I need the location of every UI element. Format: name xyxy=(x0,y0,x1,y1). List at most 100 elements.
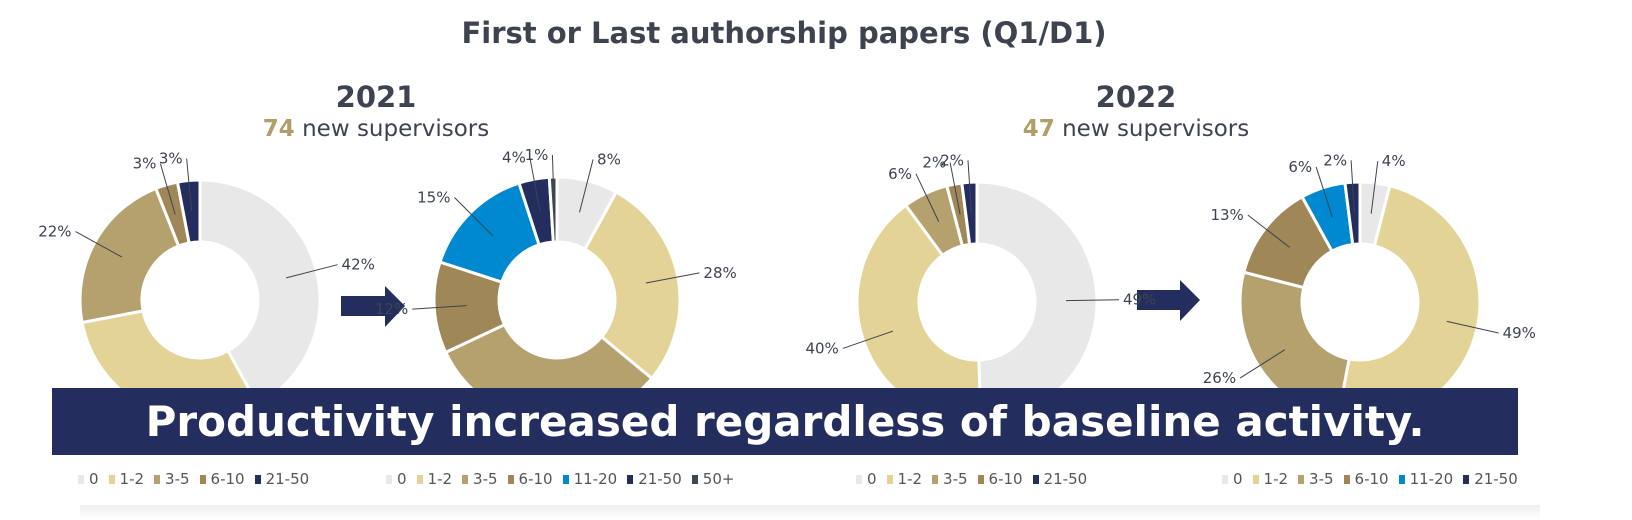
legend-item: 21-50 xyxy=(1032,470,1088,488)
legend-item: 21-50 xyxy=(627,470,682,488)
data-label: 4% xyxy=(1382,152,1406,170)
leader-line xyxy=(551,155,555,210)
donut-slice-3-5 xyxy=(78,186,181,325)
leader-line xyxy=(1239,349,1286,379)
data-label: 1% xyxy=(525,146,549,164)
legend-swatch xyxy=(1032,475,1039,484)
legend-item: 3-5 xyxy=(932,470,968,488)
donut-slice-21-50 xyxy=(960,180,979,247)
data-label: 12% xyxy=(375,300,408,318)
data-label: 15% xyxy=(417,188,450,206)
legend-item: 6-10 xyxy=(1343,470,1389,488)
supervisors-2022: 47 new supervisors xyxy=(936,116,1336,142)
data-label: 2% xyxy=(940,151,964,169)
data-label: 49% xyxy=(1503,324,1536,342)
legend-label: 3-5 xyxy=(473,470,498,488)
legend-label: 0 xyxy=(867,470,877,488)
legend-label: 6-10 xyxy=(1354,470,1389,488)
legend-item: 0 xyxy=(1222,470,1243,488)
legend-swatch xyxy=(78,475,84,484)
leader-line xyxy=(579,159,594,213)
leader-line xyxy=(529,157,541,212)
leader-line xyxy=(1247,214,1290,248)
legend-label: 11-20 xyxy=(573,470,618,488)
legend-label: 1-2 xyxy=(897,470,923,488)
data-label: 3% xyxy=(133,155,157,173)
legend: 0 1-2 3-5 6-10 21-50 xyxy=(856,470,1087,488)
legend-item: 21-50 xyxy=(254,470,310,488)
donut-slice-21-50 xyxy=(1343,180,1362,247)
legend-item: 0 xyxy=(78,470,99,488)
legend: 0 1-2 3-5 6-10 11-20 21-50 50+ xyxy=(386,470,734,488)
legend-label: 3-5 xyxy=(1309,470,1334,488)
legend-item: 11-20 xyxy=(562,470,618,488)
leader-line xyxy=(1350,160,1355,214)
legend-swatch xyxy=(254,475,261,484)
year-2021: 2021 xyxy=(335,80,417,114)
legend-swatch xyxy=(154,475,161,484)
data-label: 22% xyxy=(38,223,71,241)
legend-swatch xyxy=(1343,475,1350,484)
supervisor-label: new supervisors xyxy=(302,116,490,142)
data-label: 28% xyxy=(703,264,736,282)
leader-line xyxy=(949,162,961,215)
legend-swatch xyxy=(1463,475,1470,484)
leader-line xyxy=(967,160,972,214)
leader-line xyxy=(186,158,193,212)
data-label: 26% xyxy=(1203,369,1236,387)
legend-item: 1-2 xyxy=(108,470,144,488)
legend-item: 3-5 xyxy=(462,470,498,488)
arrow-right-icon xyxy=(1137,280,1200,321)
year-2022: 2022 xyxy=(1095,80,1177,114)
legend-swatch xyxy=(856,475,862,484)
supervisor-count: 74 xyxy=(262,116,295,142)
legend-label: 0 xyxy=(1233,470,1243,488)
shadow xyxy=(80,505,1540,520)
legend-label: 1-2 xyxy=(427,470,453,488)
legend-label: 21-50 xyxy=(638,470,682,488)
leader-line xyxy=(645,272,700,284)
legend: 0 1-2 3-5 6-10 11-20 21-50 xyxy=(1222,470,1518,488)
legend-swatch xyxy=(462,475,469,484)
legend-label: 21-50 xyxy=(1043,470,1088,488)
legend-swatch xyxy=(507,475,514,484)
legend-label: 1-2 xyxy=(1263,470,1289,488)
data-label: 3% xyxy=(159,150,183,168)
data-label: 2% xyxy=(922,154,946,172)
data-label: 40% xyxy=(805,339,838,357)
legend-swatch xyxy=(199,475,206,484)
legend: 0 1-2 3-5 6-10 21-50 xyxy=(78,470,309,488)
legend-swatch xyxy=(1222,475,1228,484)
data-label: 42% xyxy=(342,256,375,274)
legend-label: 6-10 xyxy=(210,470,245,488)
legend-item: 0 xyxy=(386,470,407,488)
legend-swatch xyxy=(886,475,893,484)
legend-item: 6-10 xyxy=(199,470,245,488)
legend-swatch xyxy=(691,475,698,484)
leader-line xyxy=(75,231,123,258)
legend-item: 11-20 xyxy=(1398,470,1453,488)
data-label: 49% xyxy=(1123,291,1156,309)
leader-line xyxy=(286,264,338,279)
data-label: 4% xyxy=(502,149,526,167)
leader-line xyxy=(412,305,467,310)
legend-swatch xyxy=(977,475,984,484)
leader-line xyxy=(1065,299,1119,302)
legend-swatch xyxy=(627,475,634,484)
legend-item: 50+ xyxy=(691,470,735,488)
legend-label: 21-50 xyxy=(265,470,310,488)
leader-line xyxy=(842,330,894,349)
leader-line xyxy=(915,173,940,222)
legend-label: 50+ xyxy=(702,470,735,488)
legend-item: 1-2 xyxy=(416,470,453,488)
data-label: 6% xyxy=(888,165,912,183)
leader-line xyxy=(1315,166,1333,218)
legend-item: 6-10 xyxy=(507,470,553,488)
legend-swatch xyxy=(386,475,392,484)
legend-item: 1-2 xyxy=(1252,470,1289,488)
legend-label: 21-50 xyxy=(1474,470,1518,488)
legend-item: 1-2 xyxy=(886,470,923,488)
legend-swatch xyxy=(416,475,423,484)
legend-label: 0 xyxy=(89,470,99,488)
